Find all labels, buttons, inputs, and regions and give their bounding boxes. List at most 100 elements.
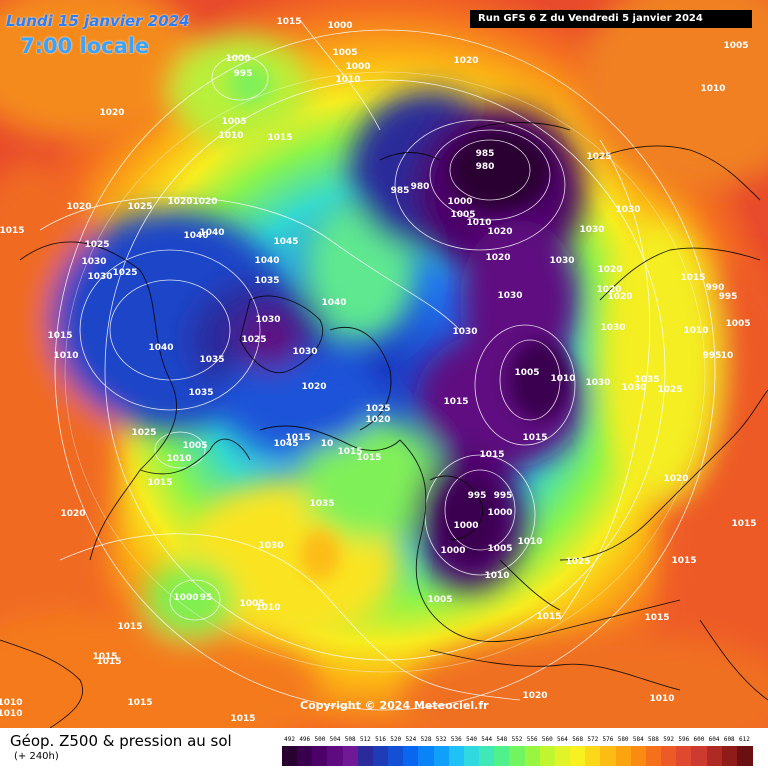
pressure-label: 1015 (671, 556, 696, 566)
pressure-label: 1010 (335, 75, 360, 85)
geopotential-map: 1015 100010051000101010201005101010009951… (0, 0, 768, 728)
legend-value: 592 (663, 736, 675, 743)
legend-value: 528 (420, 736, 432, 743)
pressure-label: 1025 (586, 152, 611, 162)
pressure-label: 1010 (0, 698, 23, 708)
legend-value: 604 (708, 736, 720, 743)
copyright-text: Copyright © 2024 Meteociel.fr (300, 699, 489, 712)
legend-swatch (479, 746, 496, 766)
pressure-label: 1030 (81, 257, 106, 267)
pressure-label: 980 (476, 162, 495, 172)
pressure-label: 1020 (192, 197, 217, 207)
pressure-label: 1030 (600, 323, 625, 333)
pressure-label: 1025 (112, 268, 137, 278)
pressure-label: 1005 (427, 595, 452, 605)
pressure-label: 1015 (147, 478, 172, 488)
pressure-label: 1015 (731, 519, 756, 529)
pressure-label: 1040 (321, 298, 346, 308)
pressure-label: 1000 (345, 62, 370, 72)
pressure-label: 1000 (225, 54, 250, 64)
hemisphere-outline (64, 71, 706, 673)
pressure-label: 1030 (258, 541, 283, 551)
pressure-label: 1015 (47, 331, 72, 341)
pressure-label: 1025 (565, 557, 590, 567)
pressure-label: 1025 (241, 335, 266, 345)
legend-value: 572 (587, 736, 599, 743)
legend-swatch (539, 746, 556, 766)
pressure-label: 1020 (99, 108, 124, 118)
legend-value: 536 (450, 736, 462, 743)
legend-swatch (645, 746, 662, 766)
legend-value: 516 (375, 736, 386, 743)
pressure-label: 1010 (0, 709, 23, 719)
pressure-label: 1030 (292, 347, 317, 357)
pressure-label: 995 (703, 351, 722, 361)
model-run-banner: Run GFS 6 Z du Vendredi 5 janvier 2024 (470, 10, 752, 28)
legend-swatch (403, 746, 420, 766)
pressure-label: 1015 (267, 133, 292, 143)
pressure-label: 1010 (255, 603, 280, 613)
pressure-label: 1005 (450, 210, 475, 220)
pressure-label: 1020 (663, 474, 688, 484)
pressure-label: 1005 (725, 319, 750, 329)
legend-swatch (630, 746, 647, 766)
pressure-label: 1030 (549, 256, 574, 266)
pressure-label: 985 (476, 149, 495, 159)
pressure-label: 95 (200, 593, 213, 603)
pressure-label: 1035 (309, 499, 334, 509)
pressure-label: 1030 (497, 291, 522, 301)
pressure-label: 1030 (87, 272, 112, 282)
legend-swatch (721, 746, 738, 766)
pressure-label: 1025 (657, 385, 682, 395)
legend-value: 580 (617, 736, 629, 743)
legend-swatch (312, 746, 329, 766)
pressure-label: 1010 (218, 131, 243, 141)
pressure-label: 1015 (680, 273, 705, 283)
pressure-label: 1035 (188, 388, 213, 398)
pressure-label: 980 (411, 182, 430, 192)
legend-value: 496 (299, 736, 311, 743)
isobar-contours (39, 19, 716, 711)
legend-swatch (297, 746, 314, 766)
legend-value: 520 (390, 736, 402, 743)
color-scale-legend: 492 496 500 504 508 512 516 520 524 528 532 536 540 5… (282, 736, 753, 766)
color-field-cores (228, 65, 570, 580)
pressure-labels: 1015 100010051000101010201005101010009951… (0, 17, 757, 724)
legend-value: 564 (557, 736, 568, 743)
legend-swatch (570, 746, 587, 766)
pressure-label: 1015 (127, 698, 152, 708)
pressure-label: 1005 (514, 368, 539, 378)
pressure-label: 1005 (221, 117, 246, 127)
legend-swatch (327, 746, 344, 766)
legend-swatch (736, 746, 753, 766)
legend-swatch (509, 746, 526, 766)
legend-swatch (524, 746, 541, 766)
pressure-label: 1030 (579, 225, 604, 235)
legend-value: 508 (344, 736, 356, 743)
legend-value: 500 (314, 736, 326, 743)
pressure-label: 1015 (117, 622, 142, 632)
legend-swatch (388, 746, 405, 766)
pressure-label: 1015 (644, 613, 669, 623)
legend-value: 548 (496, 736, 508, 743)
legend-value: 596 (678, 736, 690, 743)
legend-value: 492 (284, 736, 295, 743)
product-title: Géop. Z500 & pression au sol (10, 732, 232, 750)
forecast-lead: (+ 240h) (14, 751, 59, 762)
pressure-label: 985 (391, 186, 410, 196)
pressure-label: 1015 (337, 447, 362, 457)
legend-value: 524 (405, 736, 417, 743)
pressure-label: 1020 (607, 292, 632, 302)
legend-swatch (615, 746, 632, 766)
pressure-label: 1015 (276, 17, 301, 27)
pressure-label: 1030 (621, 383, 646, 393)
pressure-label: 1010 (550, 374, 575, 384)
pressure-label: 995 (234, 69, 253, 79)
pressure-label: 1020 (453, 56, 478, 66)
legend-swatch (600, 746, 617, 766)
pressure-label: 995 (494, 491, 513, 501)
pressure-label: 1015 (0, 226, 25, 236)
pressure-label: 1010 (517, 537, 542, 547)
pressure-label: 1020 (596, 285, 621, 295)
pressure-label: 1040 (148, 343, 173, 353)
